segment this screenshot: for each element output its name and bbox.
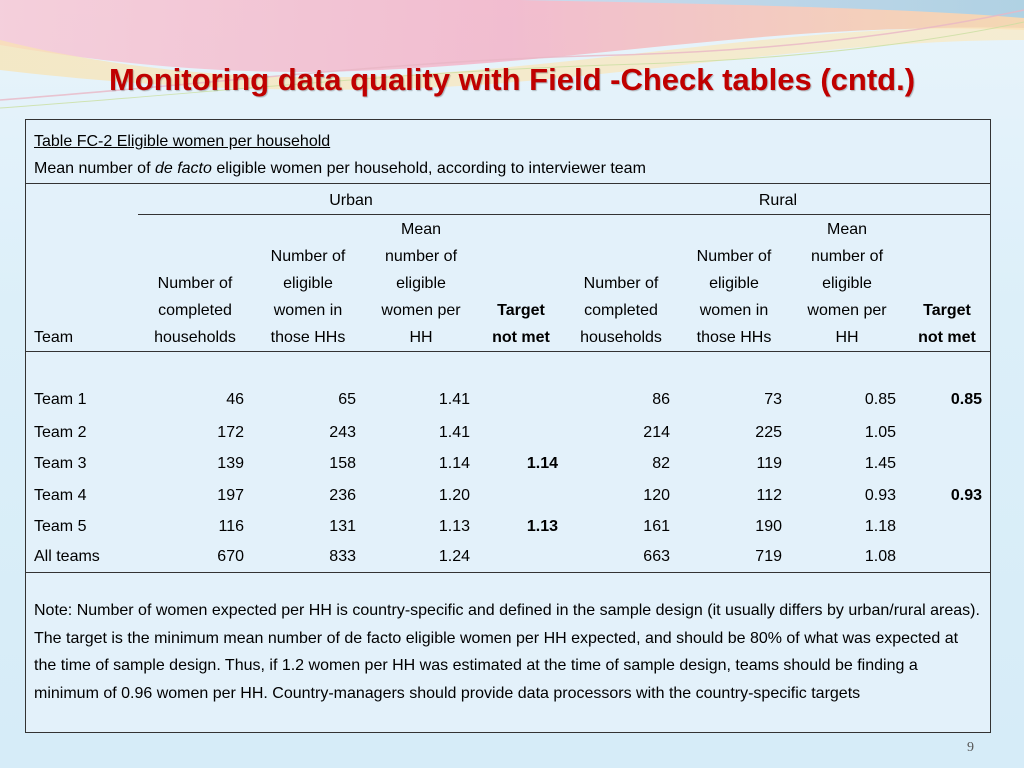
table-row: Team 3 139 158 1.14 1.14 82 119 1.45 [26,455,990,483]
col-header-team: Team [34,216,134,351]
cell-rural-women: 225 [755,424,782,441]
cell-urban-women: 236 [329,487,356,504]
table-caption: Table FC-2 Eligible women per household [34,133,331,150]
cell-rural-mean: 1.05 [864,424,896,441]
group-divider [138,214,990,215]
cell-urban-households: 197 [217,487,244,504]
cell-team: Team 4 [34,487,87,504]
col-header-rural-eligible: Number of eligible women in those HHs [696,248,772,346]
col-header-rural-mean: Mean number of eligible women per HH [807,221,887,346]
cell-rural-mean: 0.93 [864,487,896,504]
cell-rural-mean: 0.85 [864,391,896,408]
cell-urban-mean: 1.41 [438,424,470,441]
col-header-urban-eligible: Number of eligible women in those HHs [270,248,346,346]
cell-urban-households: 116 [218,518,244,535]
table-subtitle: Mean number of de facto eligible women p… [34,160,646,178]
cell-urban-mean: 1.41 [438,391,470,408]
cell-team: Team 5 [34,518,87,535]
cell-urban-women: 131 [329,518,356,535]
cell-rural-women: 73 [764,391,782,408]
col-header-urban-target: Target not met [492,302,550,346]
cell-team: Team 1 [34,391,87,408]
table-row: All teams 670 833 1.24 663 719 1.08 [26,548,990,576]
header-divider [26,351,990,352]
cell-rural-households: 663 [643,548,670,565]
page-number: 9 [967,740,974,755]
cell-urban-women: 158 [329,455,356,472]
cell-urban-households: 670 [217,548,244,565]
cell-urban-mean: 1.20 [438,487,470,504]
cell-team: Team 2 [34,424,87,441]
col-header-rural-completed: Number of completed households [580,275,662,346]
table-row: Team 4 197 236 1.20 120 112 0.93 0.93 [26,487,990,515]
header-decoration [0,0,1024,109]
cell-rural-mean: 1.08 [864,548,896,565]
cell-rural-women: 190 [755,518,782,535]
cell-rural-households: 86 [652,391,670,408]
cell-rural-households: 161 [643,518,670,535]
field-check-table: Table FC-2 Eligible women per household … [25,119,991,733]
table-row: Team 2 172 243 1.41 214 225 1.05 [26,424,990,452]
cell-rural-target: 0.93 [950,487,982,504]
cell-urban-households: 139 [217,455,244,472]
col-header-team-label: Team [34,329,74,346]
cell-rural-households: 120 [643,487,670,504]
note-divider [26,572,990,573]
table-row: Team 5 116 131 1.13 1.13 161 190 1.18 [26,518,990,546]
cell-urban-mean: 1.24 [438,548,470,565]
cell-rural-households: 214 [643,424,670,441]
group-header-rural: Rural [758,192,798,209]
cell-rural-households: 82 [652,455,670,472]
cell-urban-target: 1.14 [526,455,558,472]
cell-rural-women: 719 [755,548,782,565]
table-subtitle-suffix: eligible women per household, according … [211,160,646,177]
slide-title: Monitoring data quality with Field -Chec… [108,62,916,97]
cell-urban-target: 1.13 [526,518,558,535]
table-row: Team 1 46 65 1.41 86 73 0.85 0.85 [26,391,990,419]
cell-rural-women: 112 [756,487,782,504]
col-header-urban-completed: Number of completed households [154,275,236,346]
table-subtitle-prefix: Mean number of [34,160,155,177]
col-header-urban-mean: Mean number of eligible women per HH [381,221,461,346]
cell-rural-mean: 1.45 [864,455,896,472]
cell-urban-households: 46 [226,391,244,408]
cell-urban-households: 172 [217,424,244,441]
group-header-urban: Urban [329,192,373,209]
cell-urban-mean: 1.14 [438,455,470,472]
cell-team: Team 3 [34,455,87,472]
cell-rural-mean: 1.18 [864,518,896,535]
cell-rural-target: 0.85 [950,391,982,408]
cell-urban-mean: 1.13 [438,518,470,535]
cell-urban-women: 65 [338,391,356,408]
table-note: Note: Number of women expected per HH is… [34,602,980,702]
cell-team: All teams [34,548,100,565]
cell-urban-women: 243 [329,424,356,441]
col-header-rural-target: Target not met [918,302,976,346]
cell-urban-women: 833 [329,548,356,565]
divider [26,183,990,184]
cell-rural-women: 119 [756,455,782,472]
table-subtitle-italic: de facto [154,160,212,177]
